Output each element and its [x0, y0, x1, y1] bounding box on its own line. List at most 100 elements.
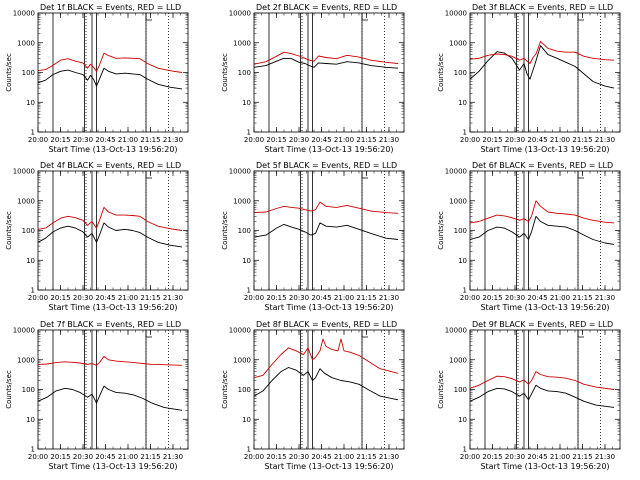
x-tick-label: 20:45	[311, 294, 331, 302]
panel-title: Det 7f BLACK = Events, RED = LLD	[40, 320, 181, 329]
interval-bracket-mark	[577, 171, 584, 179]
x-tick-label: 20:30	[505, 453, 525, 461]
y-axis-label: Counts/sec	[221, 370, 229, 409]
y-tick-label: 1000	[233, 197, 251, 205]
panel-title: Det 6f BLACK = Events, RED = LLD	[472, 161, 613, 170]
x-tick-label: 21:30	[595, 294, 615, 302]
lld-series-line	[469, 41, 615, 64]
y-axis-label: Counts/sec	[437, 211, 445, 250]
y-tick-label: 1	[463, 129, 467, 137]
x-tick-label: 21:15	[572, 453, 592, 461]
interval-bracket-mark	[361, 330, 368, 338]
panel-det-2: Det 2f BLACK = Events, RED = LLD Counts/s…	[221, 3, 405, 154]
x-tick-label: 20:15	[50, 136, 70, 144]
x-tick-label: 20:00	[460, 294, 480, 302]
x-tick-label: 21:15	[356, 136, 376, 144]
x-tick-label: 20:00	[460, 136, 480, 144]
x-tick-label: 21:00	[334, 136, 354, 144]
y-tick-label: 1000	[233, 39, 251, 47]
panel-title: Det 4f BLACK = Events, RED = LLD	[40, 161, 181, 170]
interval-bracket-mark	[361, 171, 368, 179]
x-tick-label: 20:45	[95, 294, 115, 302]
x-axis-label: Start Time (13-Oct-13 19:56:20)	[480, 145, 609, 154]
lld-series-line	[469, 371, 615, 390]
x-axis-label: Start Time (13-Oct-13 19:56:20)	[48, 303, 177, 312]
y-tick-label: 10	[242, 416, 251, 424]
y-tick-label: 10	[458, 416, 467, 424]
x-tick-label: 21:00	[550, 453, 570, 461]
x-tick-label: 21:15	[572, 136, 592, 144]
y-tick-label: 1	[247, 287, 251, 295]
x-tick-label: 21:00	[118, 453, 138, 461]
y-tick-label: 1000	[17, 39, 35, 47]
x-tick-label: 21:15	[356, 294, 376, 302]
y-axis-label: Counts/sec	[221, 53, 229, 92]
x-tick-label: 20:45	[311, 136, 331, 144]
x-axis-label: Start Time (13-Oct-13 19:56:20)	[264, 303, 393, 312]
y-tick-label: 100	[238, 69, 251, 77]
events-series-line	[253, 222, 399, 240]
lld-series-line	[253, 338, 399, 379]
x-tick-label: 21:00	[550, 294, 570, 302]
panel-title: Det 5f BLACK = Events, RED = LLD	[256, 161, 397, 170]
y-tick-label: 100	[238, 386, 251, 394]
x-tick-label: 20:45	[527, 453, 547, 461]
x-tick-label: 20:15	[266, 294, 286, 302]
x-tick-label: 20:00	[244, 136, 264, 144]
x-tick-label: 20:15	[482, 294, 502, 302]
events-series-line	[37, 385, 183, 411]
plot-frame	[253, 329, 405, 450]
y-tick-label: 10	[458, 99, 467, 107]
x-tick-label: 20:30	[73, 453, 93, 461]
y-axis-label: Counts/sec	[5, 53, 13, 92]
lld-series-line	[37, 206, 183, 231]
events-series-line	[253, 57, 399, 69]
y-tick-label: 100	[454, 386, 467, 394]
y-tick-label: 1	[31, 129, 35, 137]
y-tick-label: 1000	[449, 197, 467, 205]
y-tick-label: 10	[26, 99, 35, 107]
x-tick-label: 20:45	[311, 453, 331, 461]
x-tick-label: 20:30	[505, 294, 525, 302]
panel-det-6: Det 6f BLACK = Events, RED = LLD Counts/s…	[437, 161, 621, 312]
lld-series-line	[37, 52, 183, 73]
x-tick-label: 20:30	[73, 294, 93, 302]
y-tick-label: 10000	[445, 10, 467, 18]
x-tick-label: 20:30	[505, 136, 525, 144]
x-tick-label: 21:30	[379, 453, 399, 461]
x-tick-label: 20:15	[482, 453, 502, 461]
y-tick-label: 100	[22, 69, 35, 77]
y-tick-label: 10	[242, 99, 251, 107]
x-axis-label: Start Time (13-Oct-13 19:56:20)	[264, 462, 393, 471]
events-series-line	[469, 384, 615, 408]
lld-series-line	[253, 201, 399, 214]
y-tick-label: 1000	[449, 356, 467, 364]
x-tick-label: 20:00	[28, 294, 48, 302]
y-tick-label: 1000	[449, 39, 467, 47]
y-tick-label: 100	[22, 386, 35, 394]
y-axis-label: Counts/sec	[437, 53, 445, 92]
events-series-line	[469, 45, 615, 89]
x-tick-label: 20:15	[266, 136, 286, 144]
events-series-line	[37, 222, 183, 248]
x-tick-label: 20:00	[244, 453, 264, 461]
y-tick-label: 100	[454, 69, 467, 77]
x-tick-label: 21:30	[379, 136, 399, 144]
y-tick-label: 10	[242, 257, 251, 265]
panel-title: Det 3f BLACK = Events, RED = LLD	[472, 3, 613, 12]
y-tick-label: 1000	[17, 356, 35, 364]
panel-title: Det 2f BLACK = Events, RED = LLD	[256, 3, 397, 12]
x-tick-label: 20:30	[289, 294, 309, 302]
y-axis-label: Counts/sec	[5, 370, 13, 409]
events-series-line	[37, 67, 183, 90]
plot-frame	[253, 12, 405, 133]
x-tick-label: 20:15	[50, 453, 70, 461]
x-tick-label: 21:15	[140, 453, 160, 461]
interval-bracket-mark	[577, 13, 584, 21]
y-tick-label: 10000	[13, 327, 35, 335]
x-tick-label: 20:45	[95, 453, 115, 461]
y-tick-label: 100	[22, 227, 35, 235]
y-tick-label: 10000	[13, 168, 35, 176]
x-tick-label: 21:00	[334, 453, 354, 461]
